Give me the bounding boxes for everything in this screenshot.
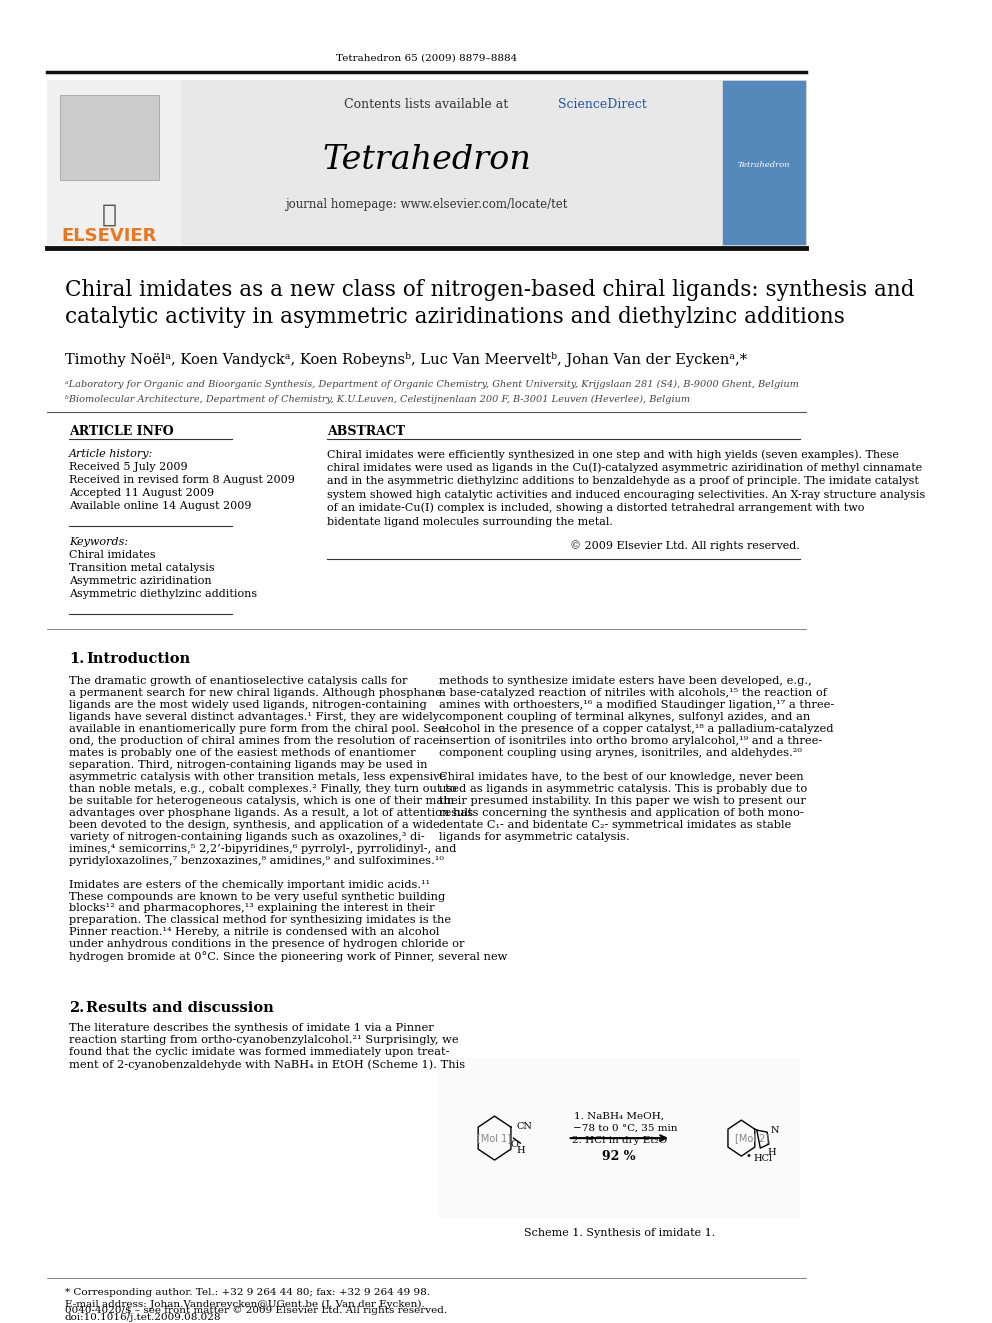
- Text: [Mol 2]: [Mol 2]: [735, 1132, 770, 1143]
- Text: variety of nitrogen-containing ligands such as oxazolines,³ di-: variety of nitrogen-containing ligands s…: [68, 832, 425, 841]
- Text: preparation. The classical method for synthesizing imidates is the: preparation. The classical method for sy…: [68, 916, 451, 926]
- Text: blocks¹² and pharmacophores,¹³ explaining the interest in their: blocks¹² and pharmacophores,¹³ explainin…: [68, 904, 434, 913]
- Text: Introduction: Introduction: [86, 652, 190, 665]
- Text: 🌳: 🌳: [102, 202, 117, 226]
- Text: Chiral imidates were efficiently synthesized in one step and with high yields (s: Chiral imidates were efficiently synthes…: [326, 448, 899, 459]
- Text: amines with orthoesters,¹⁶ a modified Staudinger ligation,¹⁷ a three-: amines with orthoesters,¹⁶ a modified St…: [438, 700, 834, 710]
- Text: Transition metal catalysis: Transition metal catalysis: [68, 564, 214, 573]
- Text: −78 to 0 °C, 35 min: −78 to 0 °C, 35 min: [560, 1123, 678, 1132]
- Text: found that the cyclic imidate was formed immediately upon treat-: found that the cyclic imidate was formed…: [68, 1048, 449, 1057]
- Text: Contents lists available at: Contents lists available at: [344, 98, 509, 111]
- Text: ment of 2-cyanobenzaldehyde with NaBH₄ in EtOH (Scheme 1). This: ment of 2-cyanobenzaldehyde with NaBH₄ i…: [68, 1058, 465, 1069]
- Text: under anhydrous conditions in the presence of hydrogen chloride or: under anhydrous conditions in the presen…: [68, 939, 464, 950]
- Text: their presumed instability. In this paper we wish to present our: their presumed instability. In this pape…: [438, 795, 806, 806]
- Text: H: H: [767, 1147, 776, 1156]
- Text: •: •: [746, 1151, 752, 1162]
- Text: Scheme 1. Synthesis of imidate 1.: Scheme 1. Synthesis of imidate 1.: [524, 1228, 715, 1238]
- Text: Accepted 11 August 2009: Accepted 11 August 2009: [68, 488, 214, 499]
- Text: ᵇBiomolecular Architecture, Department of Chemistry, K.U.Leuven, Celestijnenlaan: ᵇBiomolecular Architecture, Department o…: [64, 394, 689, 404]
- Text: * Corresponding author. Tel.: +32 9 264 44 80; fax: +32 9 264 49 98.: * Corresponding author. Tel.: +32 9 264 …: [64, 1289, 430, 1298]
- Text: ELSEVIER: ELSEVIER: [62, 226, 157, 245]
- Text: 0040-4020/$ – see front matter © 2009 Elsevier Ltd. All rights reserved.: 0040-4020/$ – see front matter © 2009 El…: [64, 1306, 446, 1315]
- Text: results concerning the synthesis and application of both mono-: results concerning the synthesis and app…: [438, 807, 804, 818]
- Text: ligands are the most widely used ligands, nitrogen-containing: ligands are the most widely used ligands…: [68, 700, 427, 710]
- Text: Tetrahedron: Tetrahedron: [322, 144, 531, 176]
- Text: Keywords:: Keywords:: [68, 537, 128, 548]
- Text: [Mol 1]: [Mol 1]: [477, 1132, 512, 1143]
- Text: and in the asymmetric diethylzinc additions to benzaldehyde as a proof of princi: and in the asymmetric diethylzinc additi…: [326, 476, 919, 486]
- Text: been devoted to the design, synthesis, and application of a wide: been devoted to the design, synthesis, a…: [68, 820, 439, 830]
- Text: Article history:: Article history:: [68, 450, 153, 459]
- Text: component coupling using arynes, isonitriles, and aldehydes.²⁰: component coupling using arynes, isonitr…: [438, 747, 802, 758]
- Text: chiral imidates were used as ligands in the Cu(I)-catalyzed asymmetric aziridina: chiral imidates were used as ligands in …: [326, 463, 923, 474]
- Text: 2. HCl in dry Et₂O: 2. HCl in dry Et₂O: [571, 1135, 667, 1144]
- Text: 1. NaBH₄ MeOH,: 1. NaBH₄ MeOH,: [574, 1111, 665, 1121]
- Text: 2.: 2.: [68, 1002, 84, 1015]
- Text: advantages over phosphane ligands. As a result, a lot of attention has: advantages over phosphane ligands. As a …: [68, 807, 473, 818]
- Text: Tetrahedron 65 (2009) 8879–8884: Tetrahedron 65 (2009) 8879–8884: [336, 53, 517, 62]
- Text: ligands for asymmetric catalysis.: ligands for asymmetric catalysis.: [438, 832, 629, 841]
- Text: N: N: [771, 1126, 779, 1135]
- Text: These compounds are known to be very useful synthetic building: These compounds are known to be very use…: [68, 892, 445, 901]
- Text: Imidates are esters of the chemically important imidic acids.¹¹: Imidates are esters of the chemically im…: [68, 880, 430, 889]
- Text: The literature describes the synthesis of imidate 1 via a Pinner: The literature describes the synthesis o…: [68, 1023, 434, 1033]
- Text: alcohol in the presence of a copper catalyst,¹⁸ a palladium-catalyzed: alcohol in the presence of a copper cata…: [438, 724, 833, 734]
- Text: used as ligands in asymmetric catalysis. This is probably due to: used as ligands in asymmetric catalysis.…: [438, 783, 806, 794]
- Text: ABSTRACT: ABSTRACT: [326, 425, 405, 438]
- Text: pyridyloxazolines,⁷ benzoxazines,⁸ amidines,⁹ and sulfoximines.¹⁰: pyridyloxazolines,⁷ benzoxazines,⁸ amidi…: [68, 856, 443, 865]
- Text: Received 5 July 2009: Received 5 July 2009: [68, 462, 187, 472]
- Text: insertion of isonitriles into ortho bromo arylalcohol,¹⁹ and a three-: insertion of isonitriles into ortho brom…: [438, 736, 822, 746]
- Text: Chiral imidates have, to the best of our knowledge, never been: Chiral imidates have, to the best of our…: [438, 771, 804, 782]
- FancyBboxPatch shape: [61, 95, 159, 180]
- Text: 92 %: 92 %: [602, 1150, 636, 1163]
- FancyBboxPatch shape: [722, 79, 806, 245]
- Text: imines,⁴ semicorrins,⁵ 2,2’-bipyridines,⁶ pyrrolyl-, pyrrolidinyl-, and: imines,⁴ semicorrins,⁵ 2,2’-bipyridines,…: [68, 844, 456, 853]
- Text: O: O: [511, 1139, 519, 1148]
- Text: Timothy Noëlᵃ, Koen Vandyckᵃ, Koen Robeynsᵇ, Luc Van Meerveltᵇ, Johan Van der Ey: Timothy Noëlᵃ, Koen Vandyckᵃ, Koen Robey…: [64, 352, 747, 366]
- Text: The dramatic growth of enantioselective catalysis calls for: The dramatic growth of enantioselective …: [68, 676, 408, 685]
- Text: ligands have several distinct advantages.¹ First, they are widely: ligands have several distinct advantages…: [68, 712, 438, 722]
- Text: system showed high catalytic activities and induced encouraging selectivities. A: system showed high catalytic activities …: [326, 490, 926, 500]
- Text: H: H: [516, 1146, 525, 1155]
- Text: Chiral imidates: Chiral imidates: [68, 550, 156, 560]
- Text: ond, the production of chiral amines from the resolution of race-: ond, the production of chiral amines fro…: [68, 736, 443, 746]
- Text: than noble metals, e.g., cobalt complexes.² Finally, they turn out to: than noble metals, e.g., cobalt complexe…: [68, 783, 456, 794]
- FancyBboxPatch shape: [438, 1058, 800, 1218]
- Text: Pinner reaction.¹⁴ Hereby, a nitrile is condensed with an alcohol: Pinner reaction.¹⁴ Hereby, a nitrile is …: [68, 927, 439, 938]
- Text: Tetrahedron: Tetrahedron: [737, 160, 790, 169]
- Text: of an imidate-Cu(I) complex is included, showing a distorted tetrahedral arrange: of an imidate-Cu(I) complex is included,…: [326, 503, 864, 513]
- Text: component coupling of terminal alkynes, sulfonyl azides, and an: component coupling of terminal alkynes, …: [438, 712, 809, 722]
- FancyBboxPatch shape: [48, 79, 181, 245]
- Text: Available online 14 August 2009: Available online 14 August 2009: [68, 501, 251, 511]
- Text: CN: CN: [516, 1122, 532, 1131]
- Text: 1.: 1.: [68, 652, 84, 665]
- Text: bidentate ligand molecules surrounding the metal.: bidentate ligand molecules surrounding t…: [326, 517, 613, 527]
- Text: be suitable for heterogeneous catalysis, which is one of their main: be suitable for heterogeneous catalysis,…: [68, 795, 454, 806]
- Text: catalytic activity in asymmetric aziridinations and diethylzinc additions: catalytic activity in asymmetric aziridi…: [64, 307, 844, 328]
- Text: a permanent search for new chiral ligands. Although phosphane: a permanent search for new chiral ligand…: [68, 688, 441, 697]
- Text: © 2009 Elsevier Ltd. All rights reserved.: © 2009 Elsevier Ltd. All rights reserved…: [570, 541, 800, 552]
- Text: Received in revised form 8 August 2009: Received in revised form 8 August 2009: [68, 475, 295, 486]
- Text: Asymmetric aziridination: Asymmetric aziridination: [68, 576, 211, 586]
- FancyBboxPatch shape: [48, 79, 805, 245]
- Text: journal homepage: www.elsevier.com/locate/tet: journal homepage: www.elsevier.com/locat…: [286, 198, 567, 212]
- Text: ᵃLaboratory for Organic and Bioorganic Synthesis, Department of Organic Chemistr: ᵃLaboratory for Organic and Bioorganic S…: [64, 380, 799, 389]
- Text: available in enantiomerically pure form from the chiral pool. Sec-: available in enantiomerically pure form …: [68, 724, 448, 734]
- Text: separation. Third, nitrogen-containing ligands may be used in: separation. Third, nitrogen-containing l…: [68, 759, 428, 770]
- Text: E-mail address: Johan.Vandereycken@UGent.be (J. Van der Eycken).: E-mail address: Johan.Vandereycken@UGent…: [64, 1301, 425, 1310]
- Text: mates is probably one of the easiest methods of enantiomer: mates is probably one of the easiest met…: [68, 747, 416, 758]
- Text: Asymmetric diethylzinc additions: Asymmetric diethylzinc additions: [68, 589, 257, 599]
- Text: a base-catalyzed reaction of nitriles with alcohols,¹⁵ the reaction of: a base-catalyzed reaction of nitriles wi…: [438, 688, 826, 697]
- Text: Chiral imidates as a new class of nitrogen-based chiral ligands: synthesis and: Chiral imidates as a new class of nitrog…: [64, 279, 914, 300]
- Text: reaction starting from ortho-cyanobenzylalcohol.²¹ Surprisingly, we: reaction starting from ortho-cyanobenzyl…: [68, 1036, 458, 1045]
- Text: Results and discussion: Results and discussion: [86, 1002, 274, 1015]
- Text: methods to synthesize imidate esters have been developed, e.g.,: methods to synthesize imidate esters hav…: [438, 676, 811, 685]
- Text: doi:10.1016/j.tet.2009.08.028: doi:10.1016/j.tet.2009.08.028: [64, 1314, 221, 1322]
- Text: HCl: HCl: [753, 1154, 773, 1163]
- Text: asymmetric catalysis with other transition metals, less expensive: asymmetric catalysis with other transiti…: [68, 771, 446, 782]
- Text: ARTICLE INFO: ARTICLE INFO: [68, 425, 174, 438]
- Text: hydrogen bromide at 0°C. Since the pioneering work of Pinner, several new: hydrogen bromide at 0°C. Since the pione…: [68, 951, 507, 962]
- Text: ScienceDirect: ScienceDirect: [558, 98, 647, 111]
- Text: dentate C₁- and bidentate C₂- symmetrical imidates as stable: dentate C₁- and bidentate C₂- symmetrica…: [438, 820, 791, 830]
